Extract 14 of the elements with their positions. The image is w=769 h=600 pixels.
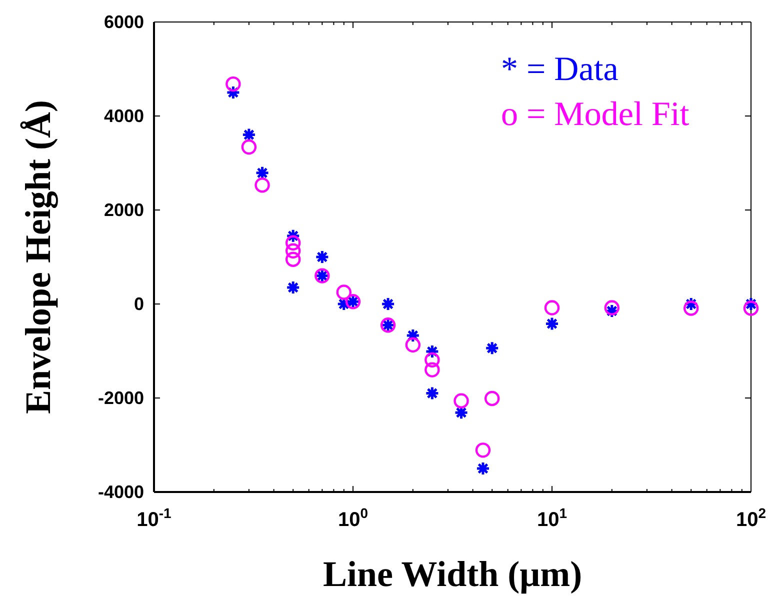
y-tick-label: 0 bbox=[134, 294, 144, 314]
text: * = Data bbox=[501, 51, 618, 88]
y-tick-label: -4000 bbox=[98, 482, 144, 502]
x-tick-label: 10$^{1}$ bbox=[536, 505, 568, 531]
y-tick-label: -2000 bbox=[98, 388, 144, 408]
y-tick-label: 2000 bbox=[104, 200, 144, 220]
y-tick-label: 4000 bbox=[104, 106, 144, 126]
x-tick-label: 10$^{-1}$ bbox=[136, 505, 172, 531]
x-tick-label: 10$^{2}$ bbox=[736, 505, 766, 531]
y-tick-label: 6000 bbox=[104, 12, 144, 32]
x-axis-title: Line Width (μm) bbox=[322, 554, 582, 594]
x-tick-label: 10$^{0}$ bbox=[338, 505, 368, 531]
y-axis-title: Envelope Height (Å) bbox=[18, 100, 58, 414]
text: o = Model Fit bbox=[501, 96, 690, 133]
